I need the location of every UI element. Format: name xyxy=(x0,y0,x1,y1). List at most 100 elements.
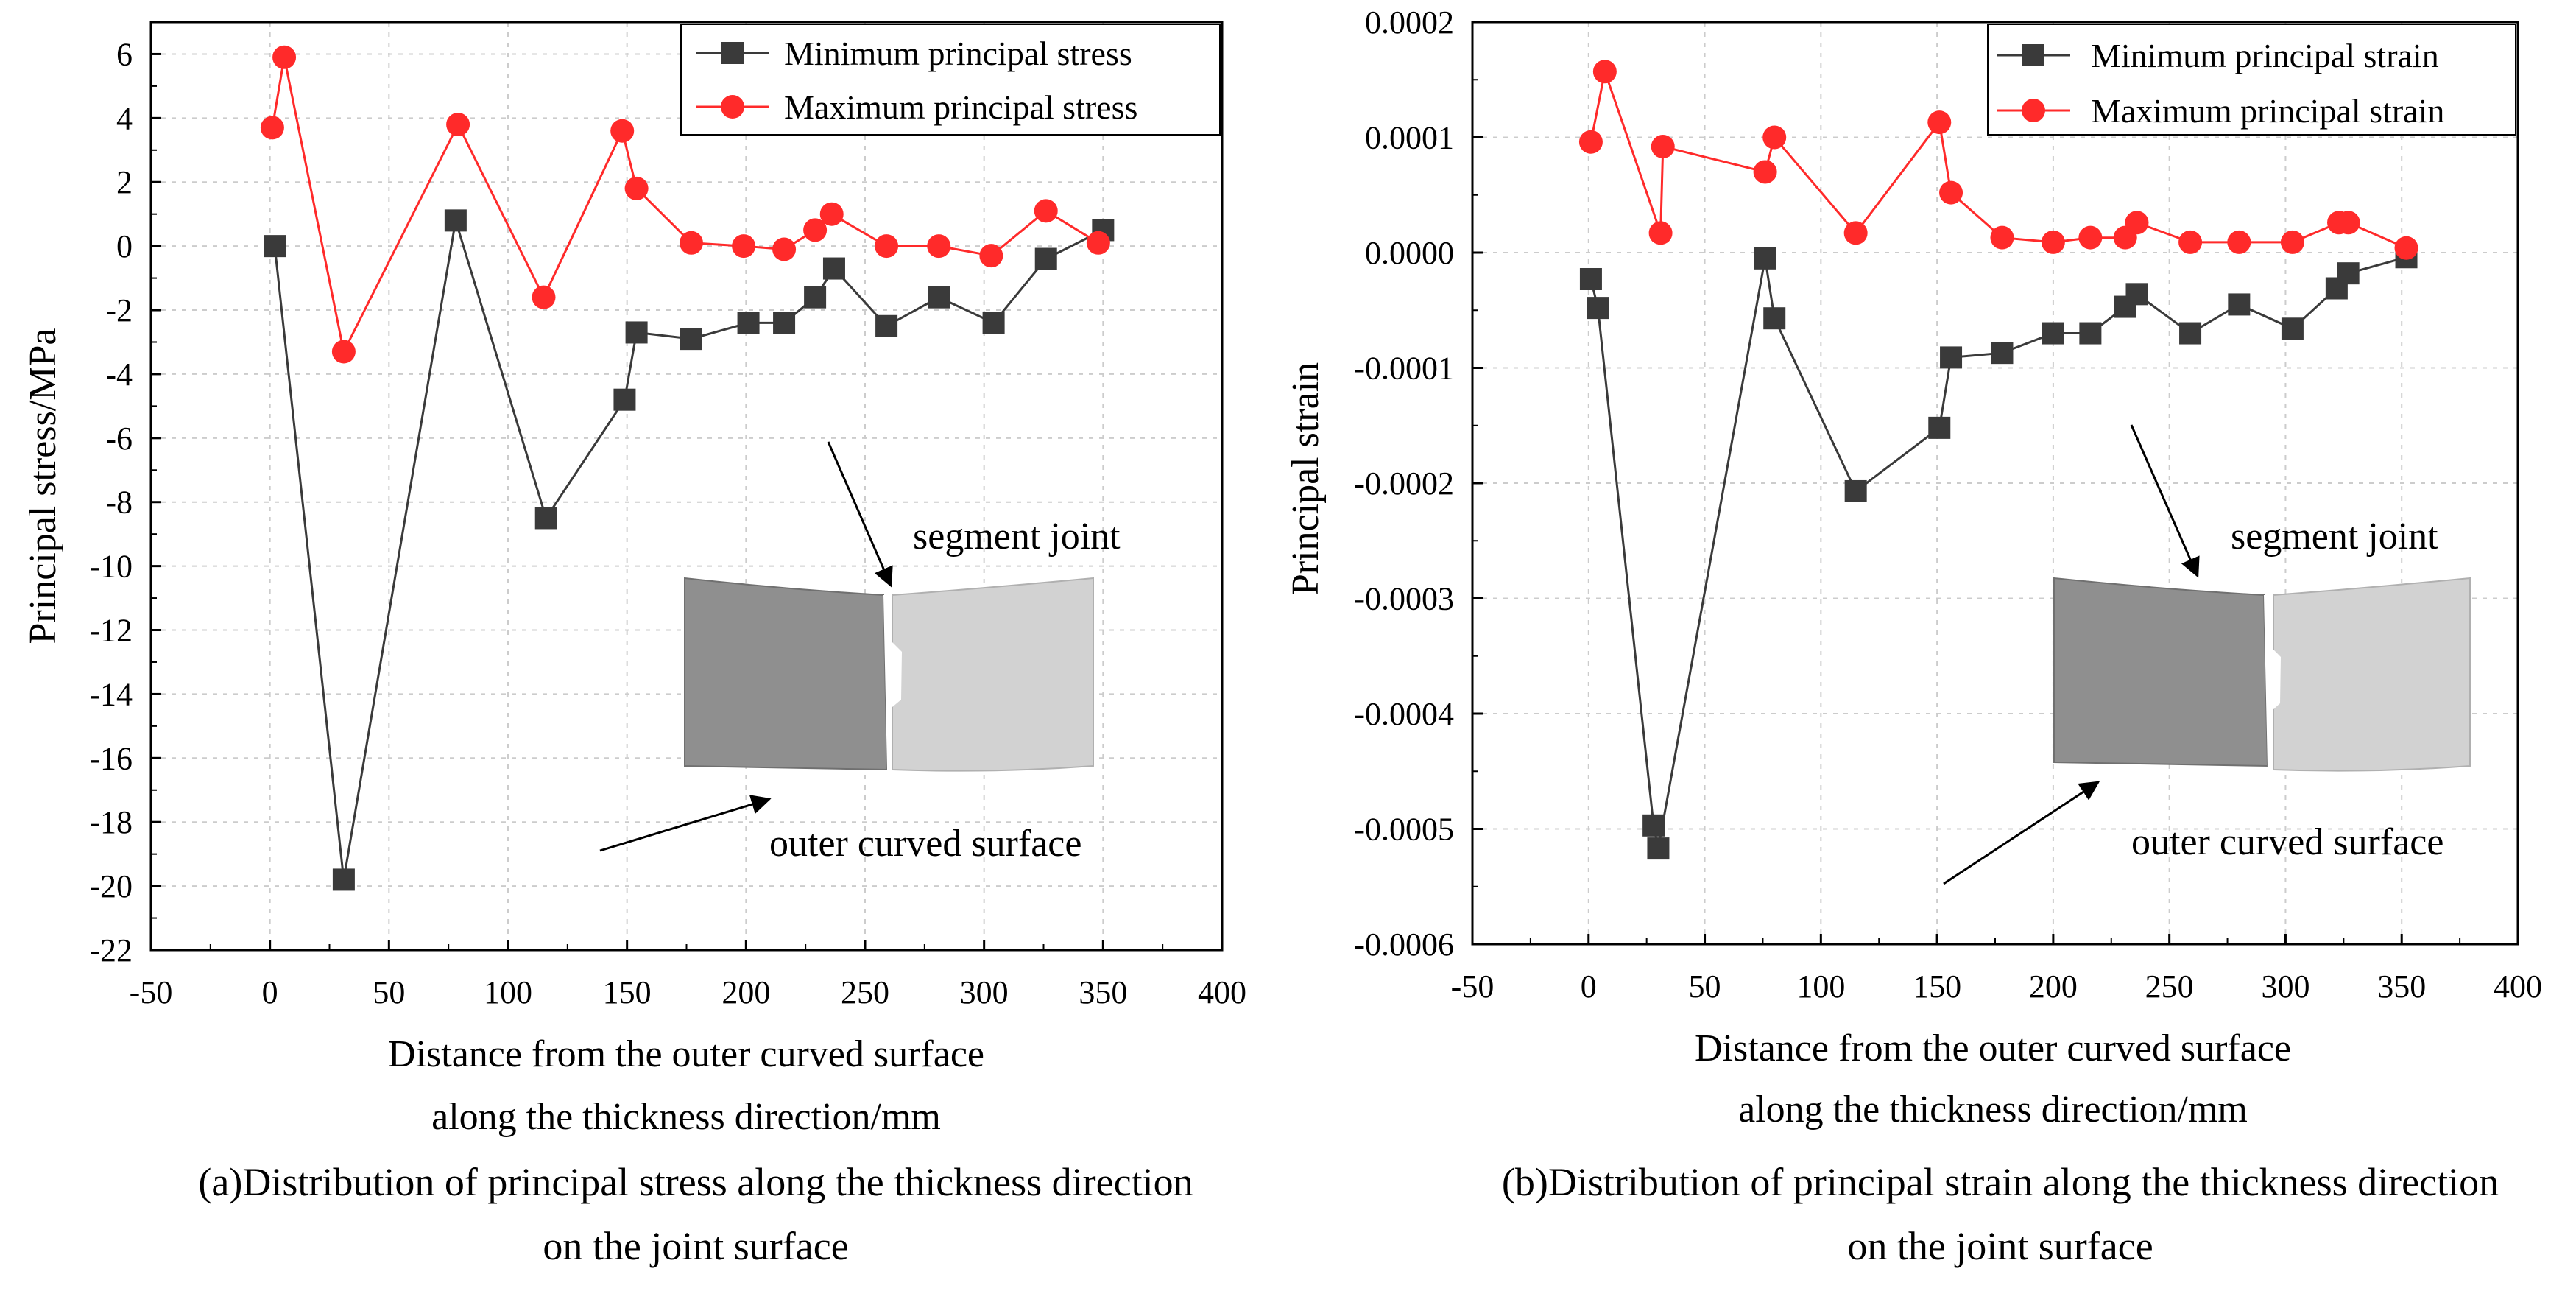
strain-surface-label: outer curved surface xyxy=(2131,821,2443,863)
strain-max-point xyxy=(1762,125,1787,150)
stress-min-point xyxy=(680,328,702,351)
stress-max-point xyxy=(732,234,756,259)
stress-max-point xyxy=(610,119,635,143)
strain-min-point xyxy=(1763,307,1786,330)
stress-y-tick-label: -12 xyxy=(89,613,133,649)
strain-x-tick-label: 300 xyxy=(2261,968,2309,1005)
strain-max-point xyxy=(1843,221,1868,245)
stress-min-point xyxy=(625,321,648,344)
stress-x-tick-label: 200 xyxy=(721,974,770,1010)
stress-inset-left-segment xyxy=(684,577,889,771)
strain-caption-line2: on the joint surface xyxy=(1847,1224,2153,1268)
strain-max-point xyxy=(2125,211,2149,235)
strain-min-point xyxy=(2079,322,2102,345)
stress-max-point xyxy=(260,116,284,140)
stress-caption-line2: on the joint surface xyxy=(543,1224,848,1268)
strain-min-point xyxy=(1940,346,1963,369)
strain-min-point xyxy=(1579,267,1602,290)
stress-y-tick-label: -6 xyxy=(105,421,133,457)
stress-min-point xyxy=(264,235,286,258)
stress-min-point xyxy=(444,209,467,232)
legend-max-stress-label: Maximum principal stress xyxy=(784,88,1137,126)
strain-y-tick-label: 0.0000 xyxy=(1365,235,1454,271)
strain-y-tick-label: 0.0001 xyxy=(1365,120,1454,156)
stress-x-axis-title-line2: along the thickness direction/mm xyxy=(431,1096,941,1138)
strain-max-point xyxy=(2178,230,2203,254)
stress-x-tick-label: 50 xyxy=(373,974,405,1010)
stress-series-markers xyxy=(260,45,1115,891)
stress-min-point xyxy=(822,257,845,280)
strain-x-axis-title-line2: along the thickness direction/mm xyxy=(1738,1089,2248,1131)
strain-min-point xyxy=(2179,322,2202,345)
strain-joint-label: segment joint xyxy=(2231,516,2438,558)
legend-min-strain-label: Minimum principal strain xyxy=(2091,37,2439,74)
stress-y-tick-label: -20 xyxy=(89,868,133,904)
strain-x-tick-label: 50 xyxy=(1689,968,1721,1005)
strain-legend: Minimum principal strain Maximum princip… xyxy=(1987,24,2516,136)
strain-y-tick-label: -0.0002 xyxy=(1354,465,1454,502)
stress-grid xyxy=(151,22,1222,951)
stress-x-tick-label: 100 xyxy=(484,974,532,1010)
stress-joint-arrow xyxy=(827,441,893,588)
stress-y-axis-title: Principal stress/MPa xyxy=(22,328,64,644)
legend-max-strain-marker xyxy=(2022,99,2045,122)
stress-x-tick-label: 300 xyxy=(960,974,1009,1010)
strain-x-tick-label: 350 xyxy=(2377,968,2426,1005)
stress-y-tick-label: 0 xyxy=(116,228,133,264)
strain-segment-joint-inset: segment joint outer curved surface xyxy=(1943,424,2471,885)
strain-min-point xyxy=(1647,837,1670,860)
strain-y-tick-label: -0.0003 xyxy=(1354,581,1454,617)
stress-x-tick-labels: -50 0 50 100 150 200 250 300 350 400 xyxy=(130,974,1246,1010)
stress-y-tick-label: -2 xyxy=(105,292,133,328)
strain-max-point xyxy=(1578,130,1603,154)
stress-min-point xyxy=(982,312,1005,334)
stress-y-tick-label: -8 xyxy=(105,485,133,521)
strain-x-tick-label: 200 xyxy=(2029,968,2078,1005)
stress-min-point xyxy=(804,286,827,309)
strain-inset-joint-gap xyxy=(2264,595,2281,768)
legend-max-strain-label: Maximum principal strain xyxy=(2091,92,2444,130)
strain-min-point xyxy=(1642,814,1665,837)
strain-min-point xyxy=(1587,297,1609,320)
stress-inset-right-segment xyxy=(892,577,1094,772)
stress-max-point xyxy=(772,237,797,261)
stress-max-point xyxy=(679,231,703,255)
stress-inset-joint-gap xyxy=(883,595,902,770)
strain-max-point xyxy=(2336,211,2360,235)
stress-x-tick-label: 0 xyxy=(262,974,278,1010)
stress-min-point xyxy=(1034,247,1057,270)
strain-max-point xyxy=(2227,230,2251,254)
strain-x-tick-label: 100 xyxy=(1796,968,1845,1005)
strain-x-tick-label: 0 xyxy=(1581,968,1597,1005)
stress-max-point xyxy=(927,234,951,259)
strain-max-point xyxy=(1651,135,1675,159)
strain-series-markers xyxy=(1578,60,2418,860)
strain-max-point xyxy=(2041,230,2065,254)
legend-max-stress-marker xyxy=(721,95,744,119)
stress-chart: -50 0 50 100 150 200 250 300 350 400 6 4 2 0 -2 -4 -6 -8… xyxy=(22,21,1246,1268)
strain-min-point xyxy=(1991,342,2014,365)
stress-caption-line1: (a)Distribution of principal stress alon… xyxy=(198,1160,1193,1204)
stress-x-tick-label: 400 xyxy=(1198,974,1246,1010)
strain-y-tick-label: -0.0001 xyxy=(1354,351,1454,387)
strain-min-point xyxy=(2337,262,2360,285)
strain-min-point xyxy=(2228,293,2251,316)
stress-max-point xyxy=(875,234,899,259)
stress-min-point xyxy=(613,388,636,411)
stress-legend: Minimum principal stress Maximum princip… xyxy=(680,24,1221,136)
strain-grid xyxy=(1472,21,2518,945)
stress-max-point xyxy=(532,285,556,309)
stress-max-point xyxy=(979,244,1003,268)
stress-y-tick-label: -14 xyxy=(89,676,133,712)
stress-max-point xyxy=(272,45,297,69)
strain-inset-right-segment xyxy=(2273,577,2471,772)
strain-ticks xyxy=(1471,21,2519,946)
strain-surface-arrow xyxy=(1943,781,2100,885)
strain-y-tick-label: 0.0002 xyxy=(1365,4,1454,41)
strain-x-tick-labels: -50 0 50 100 150 200 250 300 350 400 xyxy=(1451,968,2542,1005)
strain-caption-line1: (b)Distribution of principal strain alon… xyxy=(1502,1160,2499,1204)
stress-segment-joint-inset: segment joint outer curved surface xyxy=(599,441,1121,865)
strain-y-tick-labels: 0.0002 0.0001 0.0000 -0.0001 -0.0002 -0.0003 -… xyxy=(1354,4,1454,963)
strain-min-point xyxy=(2042,322,2064,345)
strain-max-point xyxy=(2394,236,2418,260)
